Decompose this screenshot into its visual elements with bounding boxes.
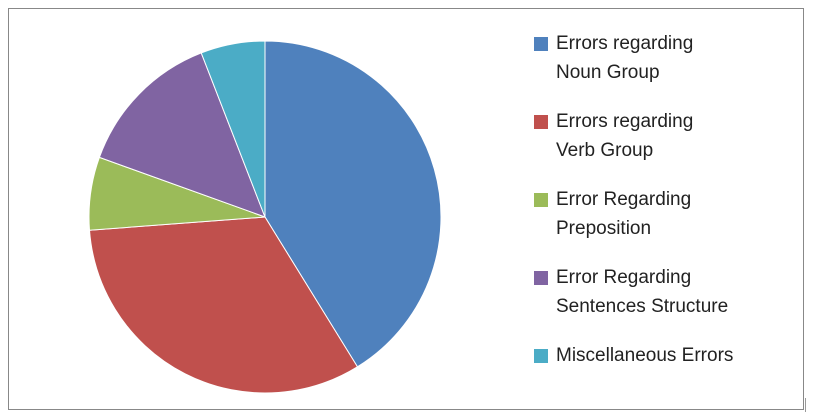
legend-label: Miscellaneous Errors	[556, 345, 734, 366]
legend-swatch	[534, 37, 548, 51]
legend-label: Error Regarding Preposition	[556, 189, 692, 239]
pie-slice	[98, 52, 266, 218]
chart-frame: Errors regarding Noun Group Errors regard…	[8, 8, 804, 410]
corner-mark	[805, 398, 806, 412]
legend-swatch	[534, 271, 548, 285]
pie-slice	[264, 40, 442, 368]
legend-label: Errors regarding Noun Group	[556, 33, 694, 83]
legend-label: Error Regarding Sentences Structure	[556, 267, 729, 317]
legend-swatch	[534, 115, 548, 129]
legend-label: Errors regarding Verb Group	[556, 111, 694, 161]
pie-slice	[200, 40, 266, 218]
legend-item: Error Regarding Sentences Structure	[534, 263, 735, 321]
legend: Errors regarding Noun Group Errors regard…	[534, 29, 735, 390]
legend-item: Error Regarding Preposition	[534, 185, 735, 243]
legend-item: Miscellaneous Errors	[534, 341, 735, 370]
legend-item: Errors regarding Noun Group	[534, 29, 735, 87]
pie-chart	[88, 40, 442, 394]
legend-item: Errors regarding Verb Group	[534, 107, 735, 165]
pie-slice	[88, 216, 359, 394]
legend-swatch	[534, 193, 548, 207]
legend-swatch	[534, 349, 548, 363]
